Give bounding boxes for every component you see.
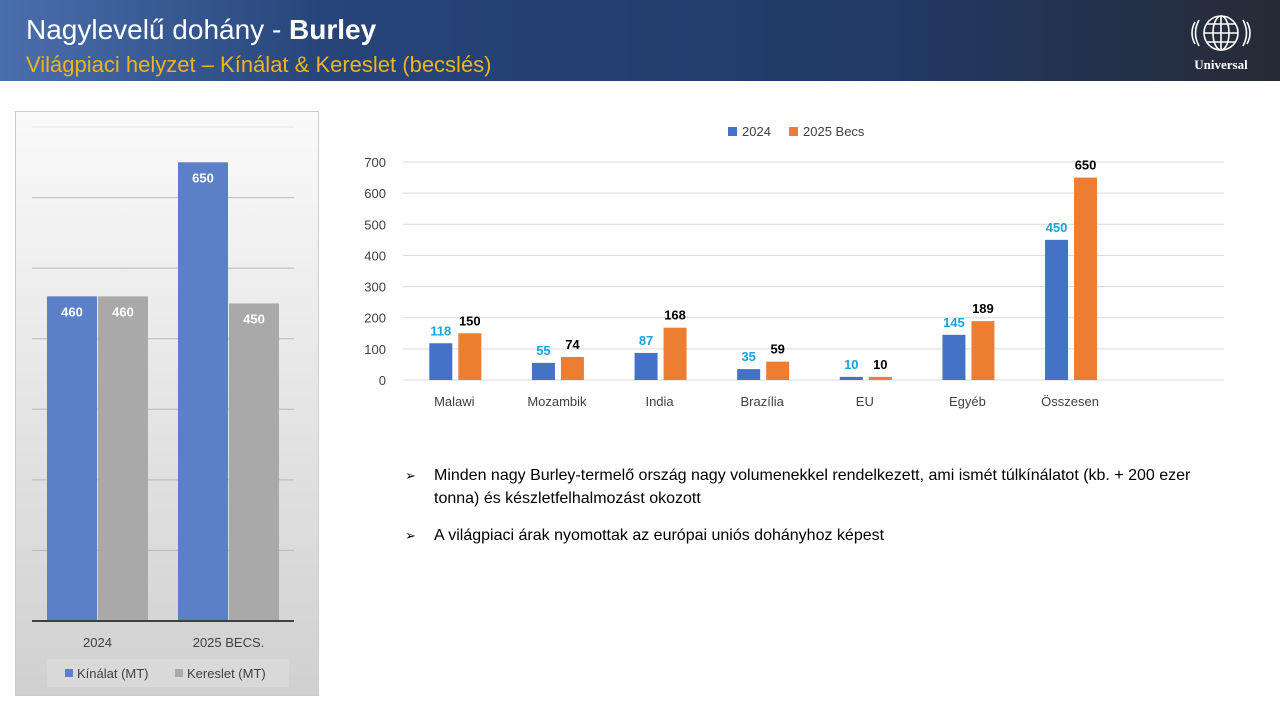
y-tick-label: 600 — [364, 186, 386, 201]
bullet-text: A világpiaci árak nyomottak az európai u… — [434, 527, 885, 544]
legend-box — [47, 659, 289, 687]
bar — [229, 303, 279, 621]
data-label: 650 — [192, 170, 214, 185]
category-label: 2025 BECS. — [193, 635, 265, 650]
y-tick-label: 400 — [364, 248, 386, 263]
bar — [458, 333, 482, 380]
legend-label: Kínálat (MT) — [77, 666, 149, 681]
bullet-text: Minden nagy Burley-termelő ország nagy v… — [434, 467, 1191, 507]
category-label: India — [645, 394, 674, 409]
y-tick-label: 200 — [364, 311, 386, 326]
data-label: 74 — [565, 337, 580, 352]
bar — [766, 361, 790, 380]
category-label: 2024 — [83, 635, 112, 650]
logo-text: Universal — [1194, 57, 1248, 72]
category-label: Egyéb — [949, 394, 986, 409]
bullet-arrow-icon: ➢ — [405, 528, 416, 543]
title-bold: Burley — [289, 14, 377, 45]
legend-label: Kereslet (MT) — [187, 666, 266, 681]
bar — [560, 356, 584, 380]
bar — [737, 369, 761, 380]
bullet-item: ➢ A világpiaci árak nyomottak az európai … — [405, 524, 1225, 547]
y-tick-label: 500 — [364, 217, 386, 232]
category-label: Malawi — [434, 394, 475, 409]
bar — [1045, 239, 1069, 380]
data-label: 460 — [112, 304, 134, 319]
y-tick-label: 0 — [379, 373, 386, 388]
data-label: 650 — [1075, 158, 1097, 173]
legend-label: 2024 — [742, 124, 771, 139]
legend-label: 2025 Becs — [803, 124, 865, 139]
universal-logo: Universal — [1186, 12, 1256, 72]
data-label: 10 — [844, 357, 858, 372]
data-label: 55 — [536, 343, 550, 358]
header-banner: Nagylevelű dohány - Burley Világpiaci he… — [0, 0, 1280, 81]
bar — [868, 376, 892, 380]
bar — [178, 162, 228, 621]
legend-swatch — [728, 127, 737, 136]
bar — [1074, 177, 1098, 380]
data-label: 10 — [873, 357, 887, 372]
data-label: 189 — [972, 301, 994, 316]
title-prefix: Nagylevelű dohány - — [26, 14, 290, 45]
data-label: 450 — [243, 311, 265, 326]
bullet-list: ➢ Minden nagy Burley-termelő ország nagy … — [405, 464, 1225, 561]
bar — [971, 321, 995, 380]
category-label: Brazília — [741, 394, 785, 409]
globe-icon — [1191, 15, 1251, 51]
data-label: 460 — [61, 304, 83, 319]
legend-swatch — [175, 669, 183, 677]
bar — [663, 327, 687, 380]
category-label: Összesen — [1041, 394, 1099, 409]
y-tick-label: 700 — [364, 155, 386, 170]
data-label: 118 — [430, 323, 451, 338]
data-label: 59 — [770, 342, 784, 357]
bar — [634, 352, 658, 380]
supply-demand-chart: 460 460 2024 650 450 2025 BECS. Kínálat (MT) Ke… — [32, 126, 294, 687]
bar — [531, 362, 555, 380]
legend-swatch — [65, 669, 73, 677]
bar — [429, 343, 453, 380]
data-label: 145 — [943, 315, 965, 330]
country-production-chart: 0 100 200 300 400 500 600 700 118 150 Malawi 55 74 Mo… — [364, 124, 1224, 409]
data-label: 150 — [459, 313, 481, 328]
bullet-item: ➢ Minden nagy Burley-termelő ország nagy … — [405, 464, 1225, 510]
data-label: 168 — [664, 308, 686, 323]
bar — [942, 334, 966, 380]
bar — [98, 296, 148, 621]
legend-swatch — [789, 127, 798, 136]
supply-demand-panel: 460 460 2024 650 450 2025 BECS. Kínálat (MT) Ke… — [15, 111, 319, 696]
category-label: Mozambik — [527, 394, 587, 409]
data-label: 450 — [1046, 220, 1068, 235]
data-label: 35 — [741, 349, 755, 364]
data-label: 87 — [639, 333, 653, 348]
page-subtitle: Világpiaci helyzet – Kínálat & Kereslet … — [26, 52, 492, 77]
category-label: EU — [856, 394, 874, 409]
bullet-arrow-icon: ➢ — [405, 468, 416, 483]
y-tick-label: 300 — [364, 280, 386, 295]
bar — [47, 296, 97, 621]
page-title: Nagylevelű dohány - Burley — [26, 14, 376, 46]
y-tick-label: 100 — [364, 342, 386, 357]
bar — [839, 376, 863, 380]
